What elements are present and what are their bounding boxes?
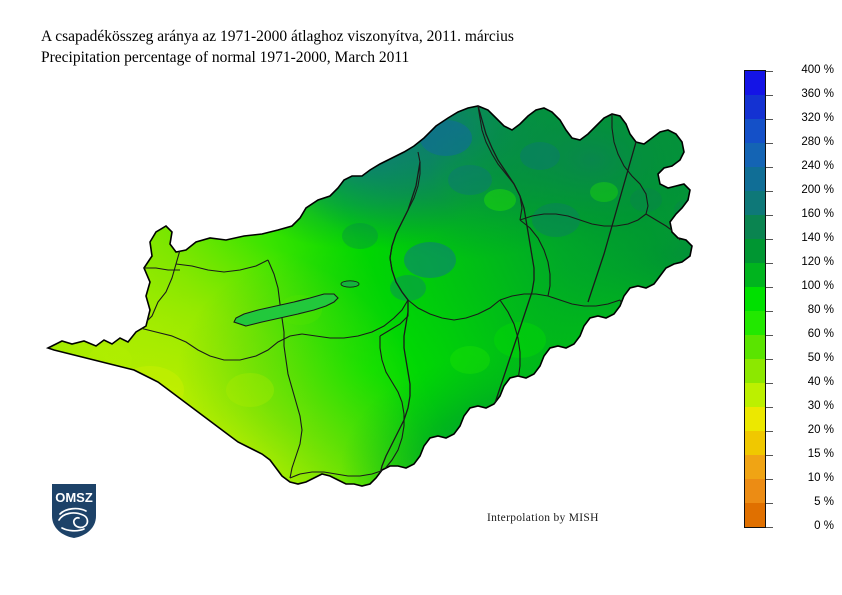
legend-band-17: [745, 479, 765, 503]
legend-band-9: [745, 287, 765, 311]
title-line-english: Precipitation percentage of normal 1971-…: [41, 49, 410, 66]
legend-tick-7: [766, 239, 773, 240]
legend-tick-16: [766, 455, 773, 456]
legend-tick-15: [766, 431, 773, 432]
legend-label-11: 60 %: [807, 328, 834, 340]
precipitation-field: [48, 106, 692, 486]
legend-tick-8: [766, 263, 773, 264]
legend-label-13: 40 %: [807, 376, 834, 388]
legend-tick-12: [766, 359, 773, 360]
omsz-shield-icon: OMSZ: [52, 484, 96, 538]
legend-tick-6: [766, 215, 773, 216]
legend-band-15: [745, 431, 765, 455]
legend-band-3: [745, 143, 765, 167]
legend-label-12: 50 %: [807, 352, 834, 364]
legend-band-6: [745, 215, 765, 239]
legend-label-8: 120 %: [801, 256, 834, 268]
legend-label-4: 240 %: [801, 160, 834, 172]
legend-label-14: 30 %: [807, 400, 834, 412]
legend-tick-5: [766, 191, 773, 192]
legend-band-2: [745, 119, 765, 143]
legend-band-14: [745, 407, 765, 431]
legend-band-18: [745, 503, 765, 527]
legend-label-6: 160 %: [801, 208, 834, 220]
rivers: [377, 106, 637, 483]
legend-tick-17: [766, 479, 773, 480]
legend-tick-4: [766, 167, 773, 168]
legend-label-1: 360 %: [801, 88, 834, 100]
hungary-map-svg: [45, 105, 693, 487]
omsz-wordmark: OMSZ: [55, 490, 93, 505]
legend-label-3: 280 %: [801, 136, 834, 148]
lake-velence: [340, 280, 360, 288]
interpolation-attribution: Interpolation by MISH: [487, 512, 599, 524]
legend-label-19: 0 %: [814, 520, 834, 532]
legend-label-10: 80 %: [807, 304, 834, 316]
legend-tickmarks: [766, 70, 774, 528]
legend-label-16: 15 %: [807, 448, 834, 460]
legend-band-4: [745, 167, 765, 191]
legend-label-9: 100 %: [801, 280, 834, 292]
legend-label-7: 140 %: [801, 232, 834, 244]
legend-tick-9: [766, 287, 773, 288]
legend-label-5: 200 %: [801, 184, 834, 196]
legend-label-15: 20 %: [807, 424, 834, 436]
title-line-hungarian: A csapadékösszeg aránya az 1971-2000 átl…: [41, 28, 514, 45]
legend-tick-19: [766, 527, 773, 528]
legend-colorbar[interactable]: [744, 70, 766, 528]
legend-band-5: [745, 191, 765, 215]
legend-tick-1: [766, 95, 773, 96]
legend-tick-10: [766, 311, 773, 312]
legend-band-7: [745, 239, 765, 263]
shield-shape: [52, 484, 96, 538]
legend-label-18: 5 %: [814, 496, 834, 508]
page-title: A csapadékösszeg aránya az 1971-2000 átl…: [41, 26, 721, 68]
omsz-logo[interactable]: OMSZ: [50, 482, 98, 540]
legend-band-10: [745, 311, 765, 335]
legend-band-11: [745, 335, 765, 359]
legend-tick-0: [766, 71, 773, 72]
legend-label-0: 400 %: [801, 64, 834, 76]
legend-labels: 400 % 360 % 320 % 280 % 240 % 200 % 160 % 140 %…: [772, 64, 834, 532]
county-borders: [139, 106, 681, 486]
legend-tick-14: [766, 407, 773, 408]
legend-band-8: [745, 263, 765, 287]
legend-band-0: [745, 71, 765, 95]
color-legend: 400 % 360 % 320 % 280 % 240 % 200 % 160 % 140 %…: [744, 64, 836, 538]
legend-label-17: 10 %: [807, 472, 834, 484]
legend-tick-11: [766, 335, 773, 336]
legend-tick-18: [766, 503, 773, 504]
legend-tick-13: [766, 383, 773, 384]
legend-tick-3: [766, 143, 773, 144]
legend-band-13: [745, 383, 765, 407]
wave-swirl-icon: [58, 507, 89, 532]
lake-balaton: [233, 293, 339, 327]
legend-tick-2: [766, 119, 773, 120]
legend-band-12: [745, 359, 765, 383]
legend-band-16: [745, 455, 765, 479]
precipitation-map: [0, 60, 740, 560]
legend-label-2: 320 %: [801, 112, 834, 124]
legend-band-1: [745, 95, 765, 119]
